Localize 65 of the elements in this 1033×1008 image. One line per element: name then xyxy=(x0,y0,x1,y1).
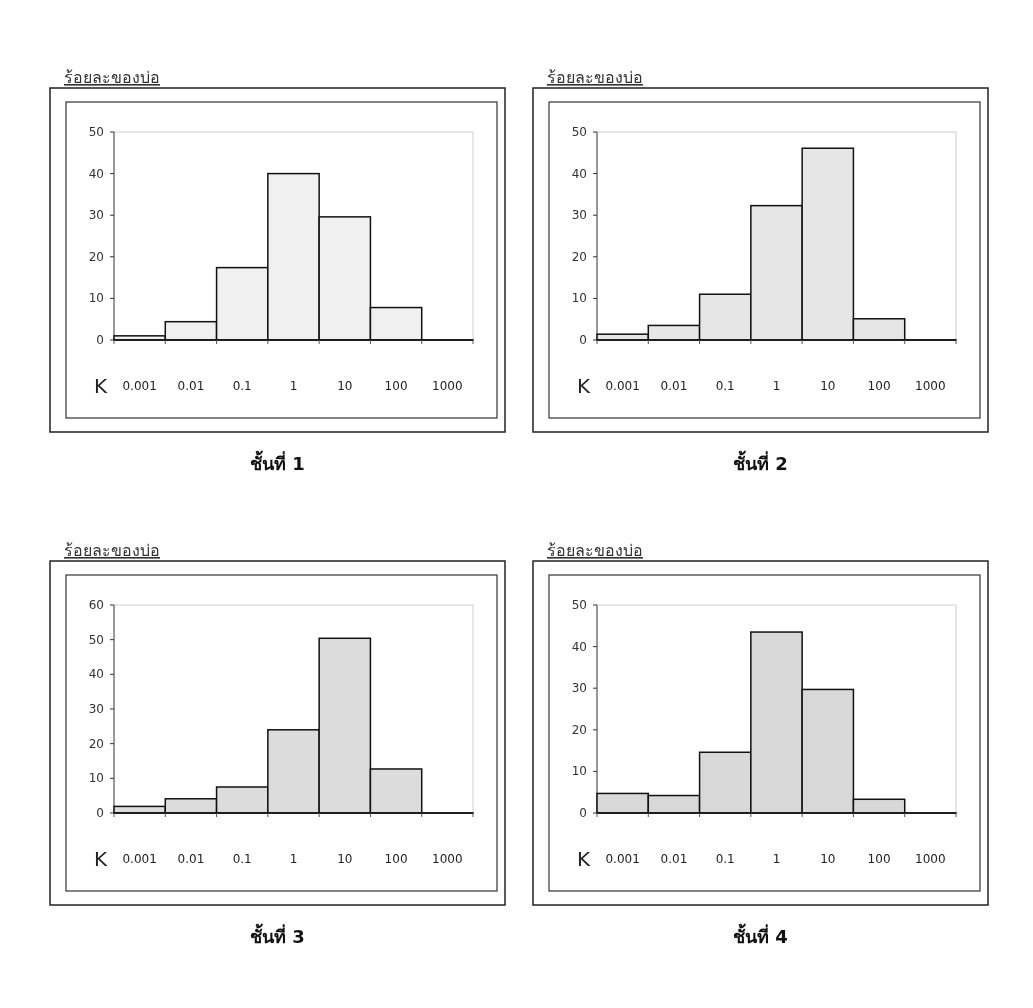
y-tick-label: 40 xyxy=(571,639,587,654)
x-tick-label: 1 xyxy=(289,379,298,393)
y-tick-label: 0 xyxy=(579,806,587,820)
y-tick-label: 40 xyxy=(571,166,587,181)
x-tick-label: 1 xyxy=(772,852,781,866)
y-tick-label: 40 xyxy=(88,166,104,181)
y-tick-label: 60 xyxy=(88,598,104,612)
x-tick-label: 0.1 xyxy=(232,852,252,866)
x-tick-label: 0.01 xyxy=(177,852,205,866)
x-tick-label: 10 xyxy=(820,379,836,393)
y-axis-title: ร้อยละของบ่อ xyxy=(64,68,160,87)
y-tick-label: 20 xyxy=(88,249,104,264)
x-tick-label: 0.1 xyxy=(715,379,735,393)
text: ชั้นที่ 1 xyxy=(250,450,305,474)
x-axis-title: K xyxy=(577,847,591,871)
x-tick-label: 100 xyxy=(867,379,891,393)
x-tick-label: 0.1 xyxy=(232,379,252,393)
y-tick-label: 40 xyxy=(88,667,104,682)
y-tick-label: 50 xyxy=(571,125,587,139)
x-tick-label: 0.1 xyxy=(715,852,735,866)
x-tick-label: 0.01 xyxy=(177,379,205,393)
y-tick-label: 10 xyxy=(88,291,104,306)
x-tick-label: 0.001 xyxy=(122,379,157,393)
x-tick-label: 0.001 xyxy=(605,379,640,393)
y-tick-label: 20 xyxy=(571,249,587,264)
y-tick-label: 50 xyxy=(88,632,104,647)
y-tick-label: 50 xyxy=(88,125,104,139)
y-tick-label: 0 xyxy=(96,806,104,820)
y-tick-label: 10 xyxy=(571,764,587,779)
text: ชั้นที่ 2 xyxy=(733,450,788,474)
y-tick-label: 30 xyxy=(571,681,587,696)
x-tick-label: 1 xyxy=(772,379,781,393)
x-tick-label: 10 xyxy=(337,852,353,866)
y-tick-label: 20 xyxy=(88,736,104,751)
x-tick-label: 100 xyxy=(384,379,408,393)
y-tick-label: 20 xyxy=(571,722,587,737)
x-tick-label: 1000 xyxy=(432,379,463,393)
text: ชั้นที่ 3 xyxy=(250,923,305,947)
x-tick-label: 10 xyxy=(820,852,836,866)
x-tick-label: 1000 xyxy=(915,852,946,866)
y-axis-title: ร้อยละของบ่อ xyxy=(547,68,643,87)
y-axis-title: ร้อยละของบ่อ xyxy=(547,541,643,560)
x-tick-label: 0.01 xyxy=(660,379,688,393)
x-tick-label: 0.001 xyxy=(122,852,157,866)
x-tick-label: 10 xyxy=(337,379,353,393)
x-tick-label: 1000 xyxy=(432,852,463,866)
y-tick-label: 10 xyxy=(88,771,104,786)
y-tick-label: 30 xyxy=(88,208,104,223)
x-tick-label: 0.001 xyxy=(605,852,640,866)
y-tick-label: 30 xyxy=(88,702,104,716)
x-tick-label: 0.01 xyxy=(660,852,688,866)
y-tick-label: 30 xyxy=(571,208,587,223)
y-tick-label: 50 xyxy=(571,598,587,612)
y-tick-label: 0 xyxy=(579,333,587,347)
x-tick-label: 100 xyxy=(384,852,408,866)
x-axis-title: K xyxy=(577,374,591,398)
y-tick-label: 0 xyxy=(96,333,104,347)
y-tick-label: 10 xyxy=(571,291,587,306)
x-axis-title: K xyxy=(94,847,108,871)
x-tick-label: 1000 xyxy=(915,379,946,393)
x-tick-label: 1 xyxy=(289,852,298,866)
x-tick-label: 100 xyxy=(867,852,891,866)
x-axis-title: K xyxy=(94,374,108,398)
text: ชั้นที่ 4 xyxy=(733,923,788,947)
y-axis-title: ร้อยละของบ่อ xyxy=(64,541,160,560)
